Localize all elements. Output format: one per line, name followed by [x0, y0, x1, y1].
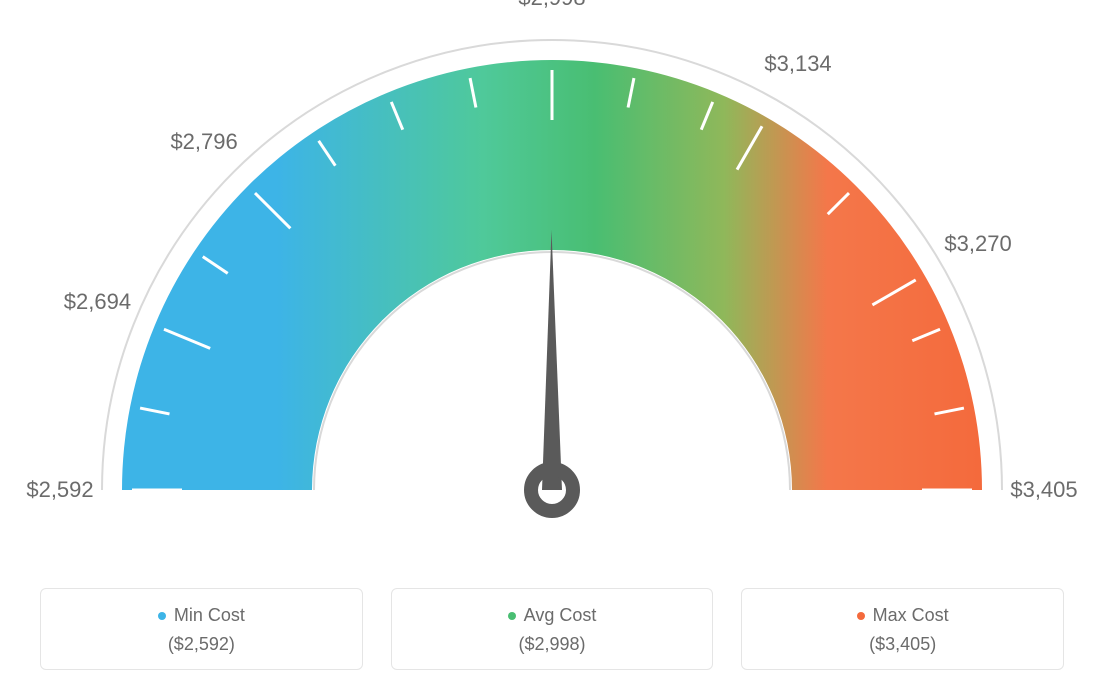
legend-row: Min Cost ($2,592) Avg Cost ($2,998) Max … — [0, 588, 1104, 670]
legend-value-max: ($3,405) — [752, 634, 1053, 655]
legend-card-avg: Avg Cost ($2,998) — [391, 588, 714, 670]
gauge-tick-label: $3,270 — [944, 231, 1011, 257]
legend-title-min-text: Min Cost — [174, 605, 245, 626]
gauge-tick-label: $2,592 — [26, 477, 93, 503]
gauge-svg — [0, 0, 1104, 560]
gauge-tick-label: $3,134 — [764, 51, 831, 77]
legend-dot-max — [857, 612, 865, 620]
legend-title-avg: Avg Cost — [508, 605, 597, 626]
gauge-tick-label: $2,694 — [64, 289, 131, 315]
legend-title-min: Min Cost — [158, 605, 245, 626]
legend-dot-avg — [508, 612, 516, 620]
legend-value-avg: ($2,998) — [402, 634, 703, 655]
legend-title-avg-text: Avg Cost — [524, 605, 597, 626]
gauge-area: $2,592 $2,694 $2,796 $2,998 $3,134 $3,270 $3,4… — [0, 0, 1104, 560]
gauge-tick-label: $3,405 — [1010, 477, 1077, 503]
gauge-chart-container: $2,592 $2,694 $2,796 $2,998 $3,134 $3,270 $3,4… — [0, 0, 1104, 690]
legend-value-min: ($2,592) — [51, 634, 352, 655]
gauge-tick-label: $2,998 — [518, 0, 585, 11]
gauge-tick-label: $2,796 — [170, 129, 237, 155]
legend-title-max: Max Cost — [857, 605, 949, 626]
legend-title-max-text: Max Cost — [873, 605, 949, 626]
legend-card-max: Max Cost ($3,405) — [741, 588, 1064, 670]
legend-dot-min — [158, 612, 166, 620]
legend-card-min: Min Cost ($2,592) — [40, 588, 363, 670]
